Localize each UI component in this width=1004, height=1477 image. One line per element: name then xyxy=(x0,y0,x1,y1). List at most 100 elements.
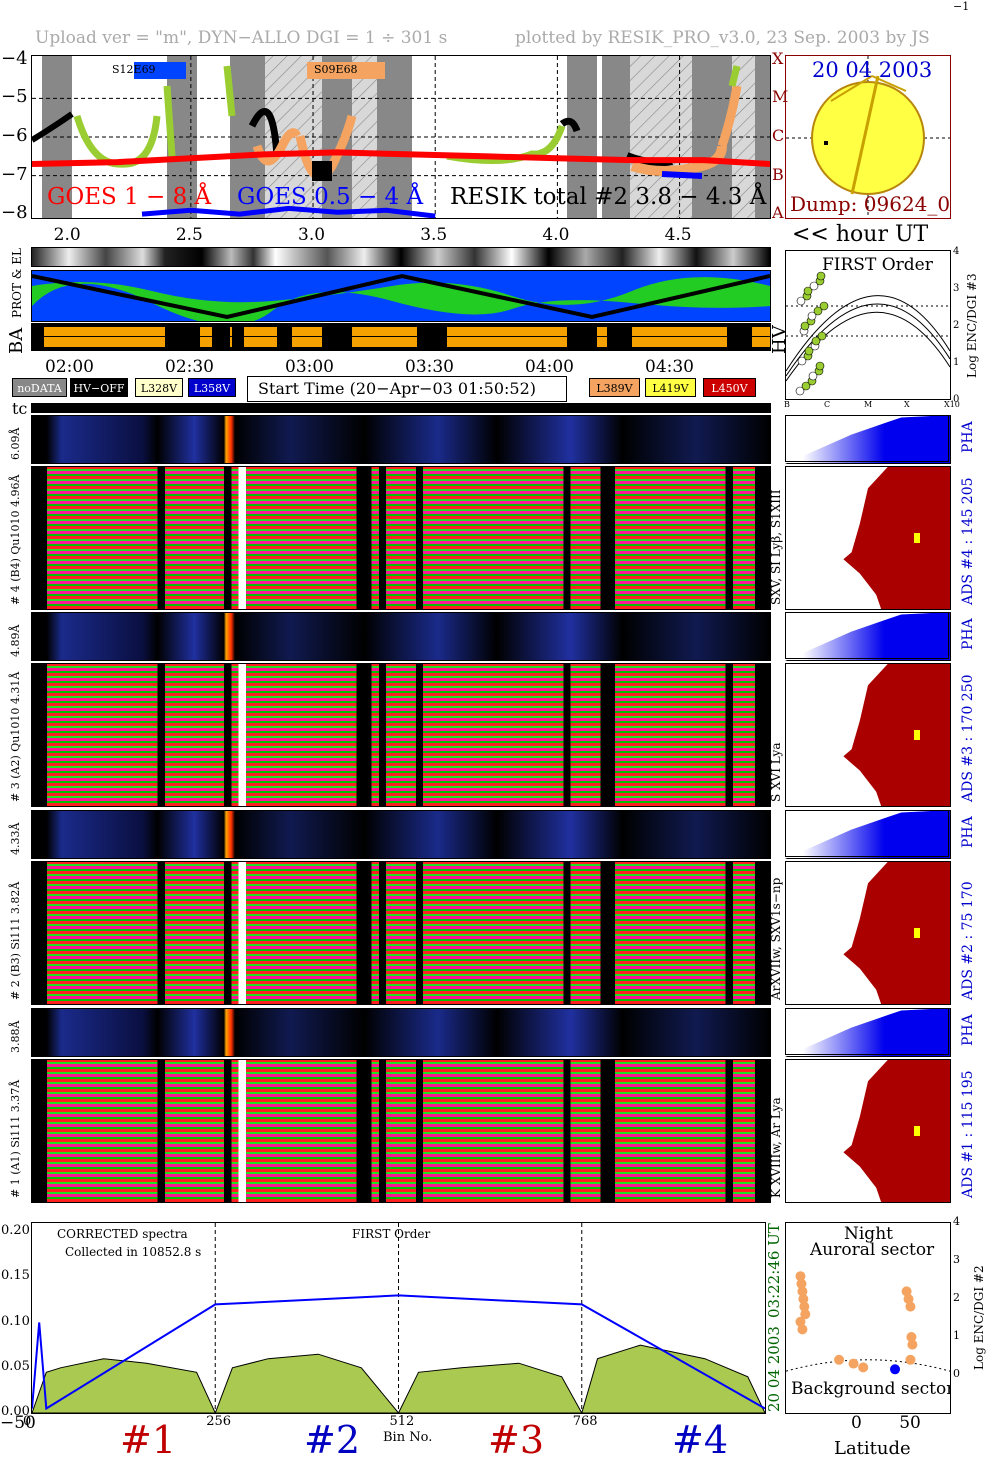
ads-fill xyxy=(843,664,950,806)
legend-nodata: noDATA xyxy=(12,378,67,397)
ads-histogram xyxy=(785,663,951,807)
auroral-point xyxy=(799,1301,810,1312)
y-tick-label: 0 xyxy=(953,1367,960,1380)
auroral-bottom: Background sector xyxy=(791,1379,951,1399)
y-tick-label: 2 xyxy=(953,320,960,331)
resik-curve xyxy=(163,85,176,157)
y-tick-label: −1 xyxy=(953,0,970,13)
first-order-point xyxy=(804,346,814,356)
time-tick-label: 04:00 xyxy=(525,357,574,377)
tc-label: tc xyxy=(12,399,28,418)
channel-detector: # 2 (B3) Si111 3.82Å xyxy=(9,881,22,1000)
x-tick-label: 2.5 xyxy=(175,225,203,245)
spectrum-xlabel: Bin No. xyxy=(383,1430,433,1445)
auroral-boundary xyxy=(786,1359,950,1372)
auroral-point xyxy=(890,1364,901,1375)
first-order-point xyxy=(807,311,817,321)
x-tick-label: 4.5 xyxy=(664,225,692,245)
first-order-point xyxy=(815,361,825,371)
x-tick-label: 256 xyxy=(206,1414,232,1429)
pha-strip xyxy=(31,1008,771,1057)
goes-short-curve xyxy=(141,205,436,218)
x-tick-label: C xyxy=(824,400,831,409)
spectrum-note3: FIRST Order xyxy=(352,1227,431,1241)
first-order-panel: FIRST Order xyxy=(785,250,951,400)
pha-strip xyxy=(31,810,771,859)
y-tick-label: −5 xyxy=(1,86,28,108)
auroral-panel: Night Auroral sector Background sector xyxy=(785,1222,951,1414)
ads-label: ADS #1 : 115 195 xyxy=(960,1070,976,1198)
legend-hvoff: HV−OFF xyxy=(70,378,128,397)
pha-strip xyxy=(31,415,771,464)
pha-frame xyxy=(785,1008,949,1055)
resik-curve xyxy=(559,117,581,133)
resik-curve xyxy=(728,65,741,87)
axis-marker xyxy=(830,75,873,102)
y-tick-label: 0.15 xyxy=(1,1268,30,1284)
resik-curve xyxy=(312,161,332,181)
y-tick-label: 3 xyxy=(953,1253,960,1266)
ads-histogram xyxy=(785,1059,951,1203)
class-label: M xyxy=(772,87,789,107)
hk-strip-gray xyxy=(31,247,771,267)
first-order-point xyxy=(795,386,805,396)
y-tick-label: 4 xyxy=(953,1215,960,1228)
sun-panel: 20 04 2003 Dump: 09624_0 xyxy=(785,55,951,219)
resik-curve xyxy=(252,128,302,166)
first-order-point xyxy=(816,271,826,281)
channel-spectrogram xyxy=(31,466,771,610)
class-label: C xyxy=(772,126,785,145)
resik-curve xyxy=(661,171,703,179)
ads-fill xyxy=(843,467,950,609)
channel-pha-range: 6.09Å xyxy=(9,427,22,460)
auroral-point xyxy=(858,1362,869,1373)
axis-marker xyxy=(871,75,907,92)
first-order-point xyxy=(813,306,823,316)
channel-pha-range: 4.89Å xyxy=(9,624,22,657)
auroral-point xyxy=(903,1294,914,1304)
ads-label: ADS #2 : 75 170 xyxy=(960,881,976,1000)
time-tick-label: 03:00 xyxy=(285,357,334,377)
start-time: Start Time (20−Apr−03 01:50:52) xyxy=(258,379,537,398)
sun-date: 20 04 2003 xyxy=(812,58,933,82)
goes1-label: GOES 1 − 8 Å xyxy=(47,184,212,210)
x-tick-label: 2.0 xyxy=(53,225,81,245)
channel-spectrogram xyxy=(31,663,771,807)
resik-curve xyxy=(32,111,74,143)
header-left: Upload ver = "m", DYN−ALLO DGI = 1 ÷ 301… xyxy=(35,28,448,48)
x-tick-label: M xyxy=(864,400,873,409)
pha-label: PHA xyxy=(960,816,976,848)
y-tick-label: 0.05 xyxy=(1,1358,30,1374)
channel-lines: SXV, SI Lyβ, S1XIII xyxy=(769,489,783,605)
first-order-title: FIRST Order xyxy=(822,255,933,275)
channel-spectrogram xyxy=(31,1059,771,1203)
time-tick-label: 02:30 xyxy=(165,357,214,377)
channel-number-label: #2 xyxy=(304,1418,361,1462)
pha-label: PHA xyxy=(960,421,976,453)
hour-ut-label: << hour UT xyxy=(792,222,929,247)
auroral-point xyxy=(795,1271,806,1282)
ads-marker xyxy=(914,928,920,938)
channel-lines: ArXVIIw, SXV1s−np xyxy=(769,877,783,1000)
spectrum-date: 20 04 2003 xyxy=(765,1326,783,1412)
y-tick-label: 1 xyxy=(953,1329,960,1342)
channel-detector: # 3 (A2) Qu1010 4.31Å xyxy=(9,671,22,802)
start-time-box xyxy=(247,376,567,402)
channel-pha-range: 3.88Å xyxy=(9,1020,22,1053)
first-order-point xyxy=(801,381,811,391)
x-tick-label: 0 xyxy=(851,1413,862,1433)
channel-number-label: #3 xyxy=(488,1418,545,1462)
y-tick-label: 2 xyxy=(953,1291,960,1304)
x-tick-label: 512 xyxy=(389,1414,415,1429)
y-tick-label: 0.00 xyxy=(1,1404,30,1419)
channel-detector: # 1 (A1) Si111 3.37Å xyxy=(9,1079,22,1198)
time-tick-label: 03:30 xyxy=(405,357,454,377)
first-order-point xyxy=(808,371,818,381)
first-order-ylabel: Log ENC/DGI #3 xyxy=(965,273,979,378)
auroral-point xyxy=(907,1339,918,1350)
auroral-point xyxy=(800,1309,811,1320)
pha-strip xyxy=(31,612,771,661)
hk-strip-prot-el xyxy=(31,270,771,322)
auroral-point xyxy=(834,1354,845,1365)
first-order-point xyxy=(811,336,821,346)
